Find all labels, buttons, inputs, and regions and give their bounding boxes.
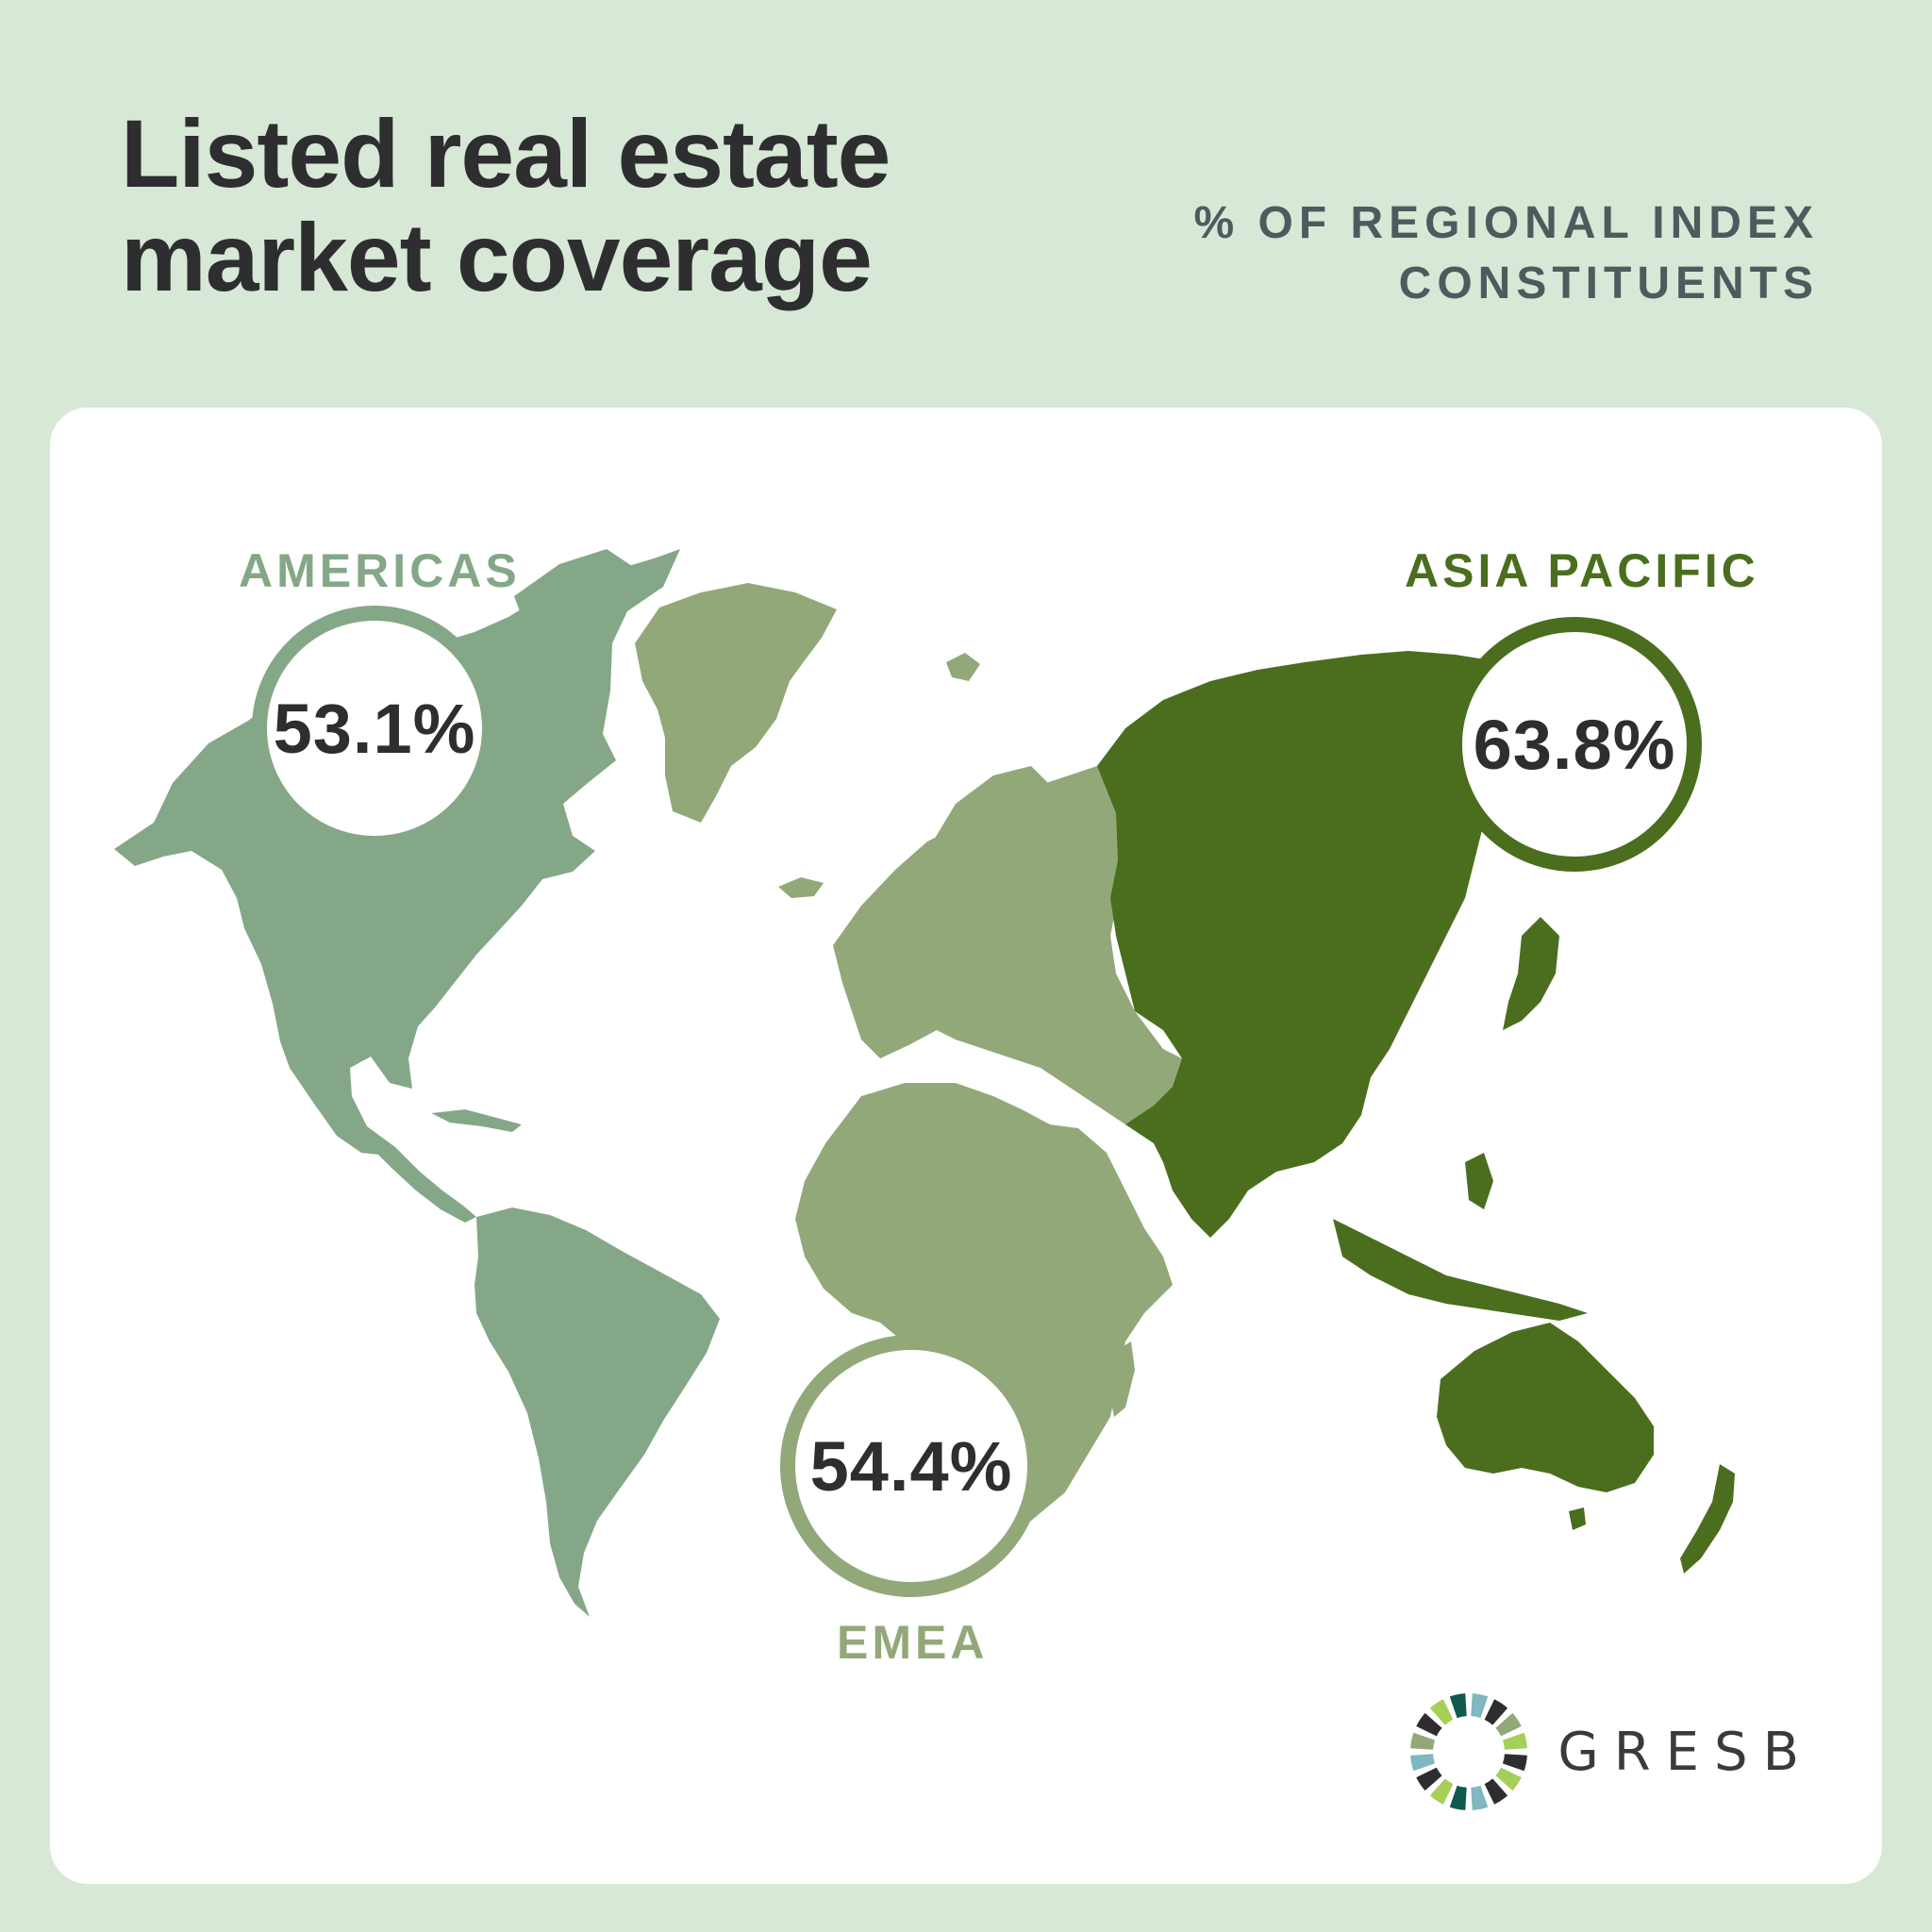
emea-label: EMEA — [837, 1616, 989, 1669]
subtitle: % OF REGIONAL INDEX CONSTITUENTS — [1193, 193, 1819, 314]
logo-ring-segment — [1471, 1785, 1489, 1810]
logo-text: GRESB — [1557, 1721, 1814, 1783]
title-line-1: Listed real estate — [121, 100, 891, 208]
logo-ring-segment — [1430, 1699, 1454, 1725]
logo-ring-segment — [1471, 1693, 1489, 1719]
emea-value: 54.4% — [809, 1426, 1013, 1506]
emea-value-bubble: 54.4% — [780, 1335, 1042, 1597]
logo-ring-segment — [1495, 1767, 1523, 1791]
svalbard-shape — [946, 653, 980, 681]
philippines-shape — [1465, 1153, 1493, 1209]
logo-ring-segment — [1410, 1732, 1436, 1750]
greenland-shape — [635, 583, 837, 823]
americas-value-bubble: 53.1% — [252, 606, 497, 851]
asia-pacific-label: ASIA PACIFIC — [1405, 544, 1759, 597]
subtitle-line-1: % OF REGIONAL INDEX — [1193, 198, 1819, 248]
logo-ring-segment — [1416, 1712, 1442, 1737]
central-america-shape — [367, 1126, 476, 1223]
south-america-shape — [475, 1208, 720, 1617]
indonesia-shape — [1333, 1219, 1588, 1321]
logo-ring-segment — [1410, 1754, 1436, 1772]
tasmania-shape — [1569, 1507, 1586, 1530]
madagascar-shape — [1108, 1341, 1135, 1417]
new-zealand-shape — [1680, 1464, 1735, 1574]
logo-ring-segment — [1450, 1693, 1468, 1719]
africa-shape — [795, 1083, 1173, 1540]
americas-label: AMERICAS — [239, 544, 521, 597]
americas-value: 53.1% — [273, 689, 476, 768]
asia-pacific-value-bubble: 63.8% — [1447, 617, 1702, 872]
logo-ring-segment — [1503, 1754, 1528, 1772]
arctic-islands-shape — [514, 549, 635, 626]
map-card: AMERICAS 53.1% ASIA PACIFIC 63.8% 54.4% … — [50, 408, 1882, 1884]
australia-shape — [1437, 1323, 1654, 1492]
americas-landmass — [114, 549, 720, 1617]
caribbean-shape — [431, 1109, 522, 1132]
logo-ring-segment — [1503, 1732, 1528, 1750]
iceland-shape — [778, 877, 824, 898]
scandinavia-shape — [927, 766, 1050, 889]
gresb-logo: GRESB — [1403, 1686, 1814, 1818]
page-title: Listed real estate market coverage — [121, 100, 891, 311]
logo-ring-segment — [1450, 1785, 1468, 1810]
asia-pacific-value: 63.8% — [1473, 705, 1676, 784]
logo-ring-segment — [1430, 1778, 1454, 1805]
subtitle-line-2: CONSTITUENTS — [1398, 258, 1819, 308]
logo-ring-segment — [1484, 1778, 1508, 1805]
north-america-shape — [114, 549, 680, 1155]
world-map — [114, 549, 1735, 1617]
japan-shape — [1503, 917, 1559, 1030]
gresb-ring-icon — [1410, 1693, 1528, 1810]
title-line-2: market coverage — [121, 204, 873, 311]
logo-ring-segment — [1416, 1767, 1442, 1791]
logo-ring-segment — [1484, 1699, 1508, 1725]
logo-ring-segment — [1495, 1712, 1523, 1737]
uk-shape — [844, 923, 880, 977]
